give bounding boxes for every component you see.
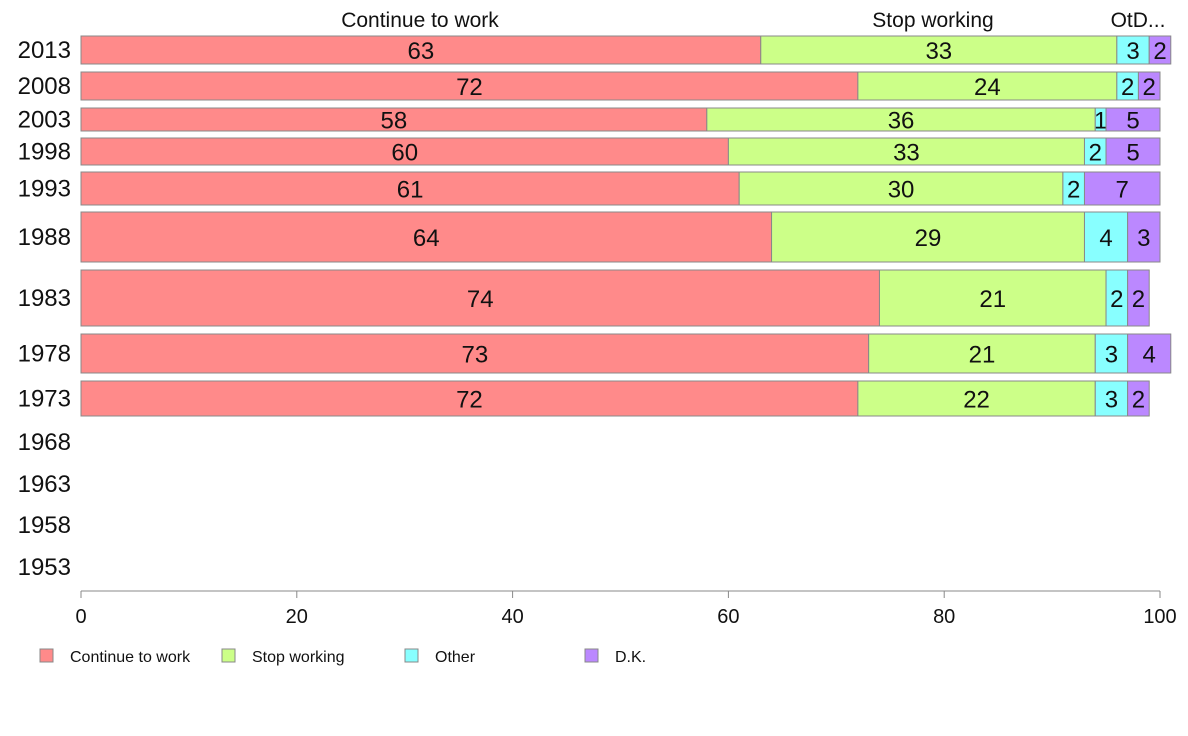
data-label-continue-2003: 58 bbox=[381, 108, 408, 135]
year-label-1998: 1998 bbox=[18, 139, 71, 166]
legend-label-stop: Stop working bbox=[252, 649, 345, 666]
data-label-dk-2003: 5 bbox=[1126, 108, 1139, 135]
legend-label-continue: Continue to work bbox=[70, 649, 191, 666]
year-label-1983: 1983 bbox=[18, 285, 71, 312]
year-label-1993: 1993 bbox=[18, 176, 71, 203]
data-label-stop-2013: 33 bbox=[925, 38, 952, 65]
year-label-1963: 1963 bbox=[18, 471, 71, 498]
data-label-stop-2003: 36 bbox=[888, 108, 915, 135]
year-label-1953: 1953 bbox=[18, 554, 71, 581]
data-label-dk-1983: 2 bbox=[1132, 286, 1145, 313]
legend: Continue to work Stop working Other D.K. bbox=[39, 648, 646, 666]
bar-dk-1973 bbox=[1127, 380, 1150, 417]
top-column-labels: Continue to work Stop working OtD... bbox=[341, 9, 1165, 32]
data-label-continue-2008: 72 bbox=[456, 74, 483, 101]
data-label-other-2013: 3 bbox=[1126, 38, 1139, 65]
data-label-dk-1998: 5 bbox=[1126, 140, 1139, 167]
bar-stop-1983 bbox=[878, 269, 1107, 327]
bar-dk-1998 bbox=[1105, 137, 1161, 166]
year-label-1988: 1988 bbox=[18, 224, 71, 251]
year-label-1968: 1968 bbox=[18, 429, 71, 456]
bar-other-1988 bbox=[1083, 211, 1129, 263]
data-label-continue-1973: 72 bbox=[456, 387, 483, 414]
x-tick-label-20: 20 bbox=[286, 606, 308, 628]
data-label-dk-1973: 2 bbox=[1132, 387, 1145, 414]
data-label-dk-2008: 2 bbox=[1143, 74, 1156, 101]
data-label-other-1978: 3 bbox=[1105, 342, 1118, 369]
top-label-continue: Continue to work bbox=[341, 9, 499, 32]
bar-stop-2013 bbox=[760, 35, 1118, 65]
bar-dk-1983 bbox=[1127, 269, 1150, 327]
bar-dk-1993 bbox=[1083, 171, 1161, 206]
data-label-dk-1993: 7 bbox=[1116, 177, 1129, 204]
data-label-stop-2008: 24 bbox=[974, 74, 1001, 101]
data-label-dk-1978: 4 bbox=[1143, 342, 1156, 369]
data-label-stop-1993: 30 bbox=[888, 177, 915, 204]
legend-label-other: Other bbox=[435, 649, 476, 666]
bar-stop-1978 bbox=[868, 333, 1096, 374]
data-label-other-2008: 2 bbox=[1121, 74, 1134, 101]
data-label-other-2003: 1 bbox=[1094, 108, 1107, 135]
data-label-continue-1978: 73 bbox=[461, 342, 488, 369]
bar-stop-1993 bbox=[738, 171, 1064, 206]
data-label-stop-1998: 33 bbox=[893, 140, 920, 167]
legend-label-dk: D.K. bbox=[615, 649, 646, 666]
bars-group: 63 33 3 272 24 2 258 36 1 560 33 2 561 30 2 764 29 4 374 21… bbox=[80, 35, 1172, 417]
x-tick-label-0: 0 bbox=[75, 606, 86, 628]
data-label-stop-1983: 21 bbox=[979, 286, 1006, 313]
bar-dk-1988 bbox=[1127, 211, 1161, 263]
bar-stop-1988 bbox=[771, 211, 1085, 263]
bar-dk-1978 bbox=[1127, 333, 1172, 374]
bar-stop-1998 bbox=[727, 137, 1085, 166]
bar-dk-2008 bbox=[1137, 71, 1161, 101]
data-label-other-1993: 2 bbox=[1067, 177, 1080, 204]
legend-swatch-stop bbox=[221, 648, 236, 663]
data-label-stop-1973: 22 bbox=[963, 387, 990, 414]
year-label-1973: 1973 bbox=[18, 386, 71, 413]
data-label-continue-1988: 64 bbox=[413, 225, 440, 252]
top-label-stop: Stop working bbox=[872, 9, 993, 32]
year-label-1978: 1978 bbox=[18, 341, 71, 368]
data-label-stop-1988: 29 bbox=[915, 225, 942, 252]
top-label-other-dk: OtD... bbox=[1111, 9, 1166, 32]
year-label-1958: 1958 bbox=[18, 512, 71, 539]
data-label-other-1983: 2 bbox=[1110, 286, 1123, 313]
data-label-continue-1993: 61 bbox=[397, 177, 424, 204]
bar-other-1978 bbox=[1094, 333, 1129, 374]
bar-continue-2013 bbox=[80, 35, 762, 65]
data-label-dk-1988: 3 bbox=[1137, 225, 1150, 252]
data-label-dk-2013: 2 bbox=[1153, 38, 1166, 65]
data-label-continue-1998: 60 bbox=[391, 140, 418, 167]
bar-dk-2003 bbox=[1105, 107, 1161, 132]
year-label-2008: 2008 bbox=[18, 73, 71, 100]
year-label-2013: 2013 bbox=[18, 37, 71, 64]
data-label-stop-1978: 21 bbox=[969, 342, 996, 369]
data-label-other-1973: 3 bbox=[1105, 387, 1118, 414]
x-tick-label-60: 60 bbox=[717, 606, 739, 628]
data-label-other-1988: 4 bbox=[1099, 225, 1112, 252]
bar-continue-1993 bbox=[80, 171, 740, 206]
data-label-continue-2013: 63 bbox=[408, 38, 435, 65]
x-tick-label-40: 40 bbox=[501, 606, 523, 628]
bar-continue-1978 bbox=[80, 333, 870, 374]
year-label-2003: 2003 bbox=[18, 107, 71, 134]
bar-other-1973 bbox=[1094, 380, 1129, 417]
bar-continue-2008 bbox=[80, 71, 859, 101]
bar-other-2013 bbox=[1116, 35, 1150, 65]
bar-stop-2008 bbox=[857, 71, 1118, 101]
x-tick-label-80: 80 bbox=[933, 606, 955, 628]
x-axis: 0 20 40 60 80 100 bbox=[75, 590, 1177, 628]
bar-continue-1983 bbox=[80, 269, 880, 327]
legend-swatch-continue bbox=[39, 648, 54, 663]
legend-swatch-dk bbox=[584, 648, 599, 663]
data-label-continue-1983: 74 bbox=[467, 286, 494, 313]
bar-continue-1973 bbox=[80, 380, 859, 417]
legend-swatch-other bbox=[404, 648, 419, 663]
x-tick-label-100: 100 bbox=[1143, 606, 1176, 628]
data-label-other-1998: 2 bbox=[1089, 140, 1102, 167]
year-labels-group: 2013 2008 2003 1998 1993 1988 1983 1978 1973 1968… bbox=[18, 37, 71, 581]
bar-dk-2013 bbox=[1148, 35, 1172, 65]
bar-stop-1973 bbox=[857, 380, 1096, 417]
